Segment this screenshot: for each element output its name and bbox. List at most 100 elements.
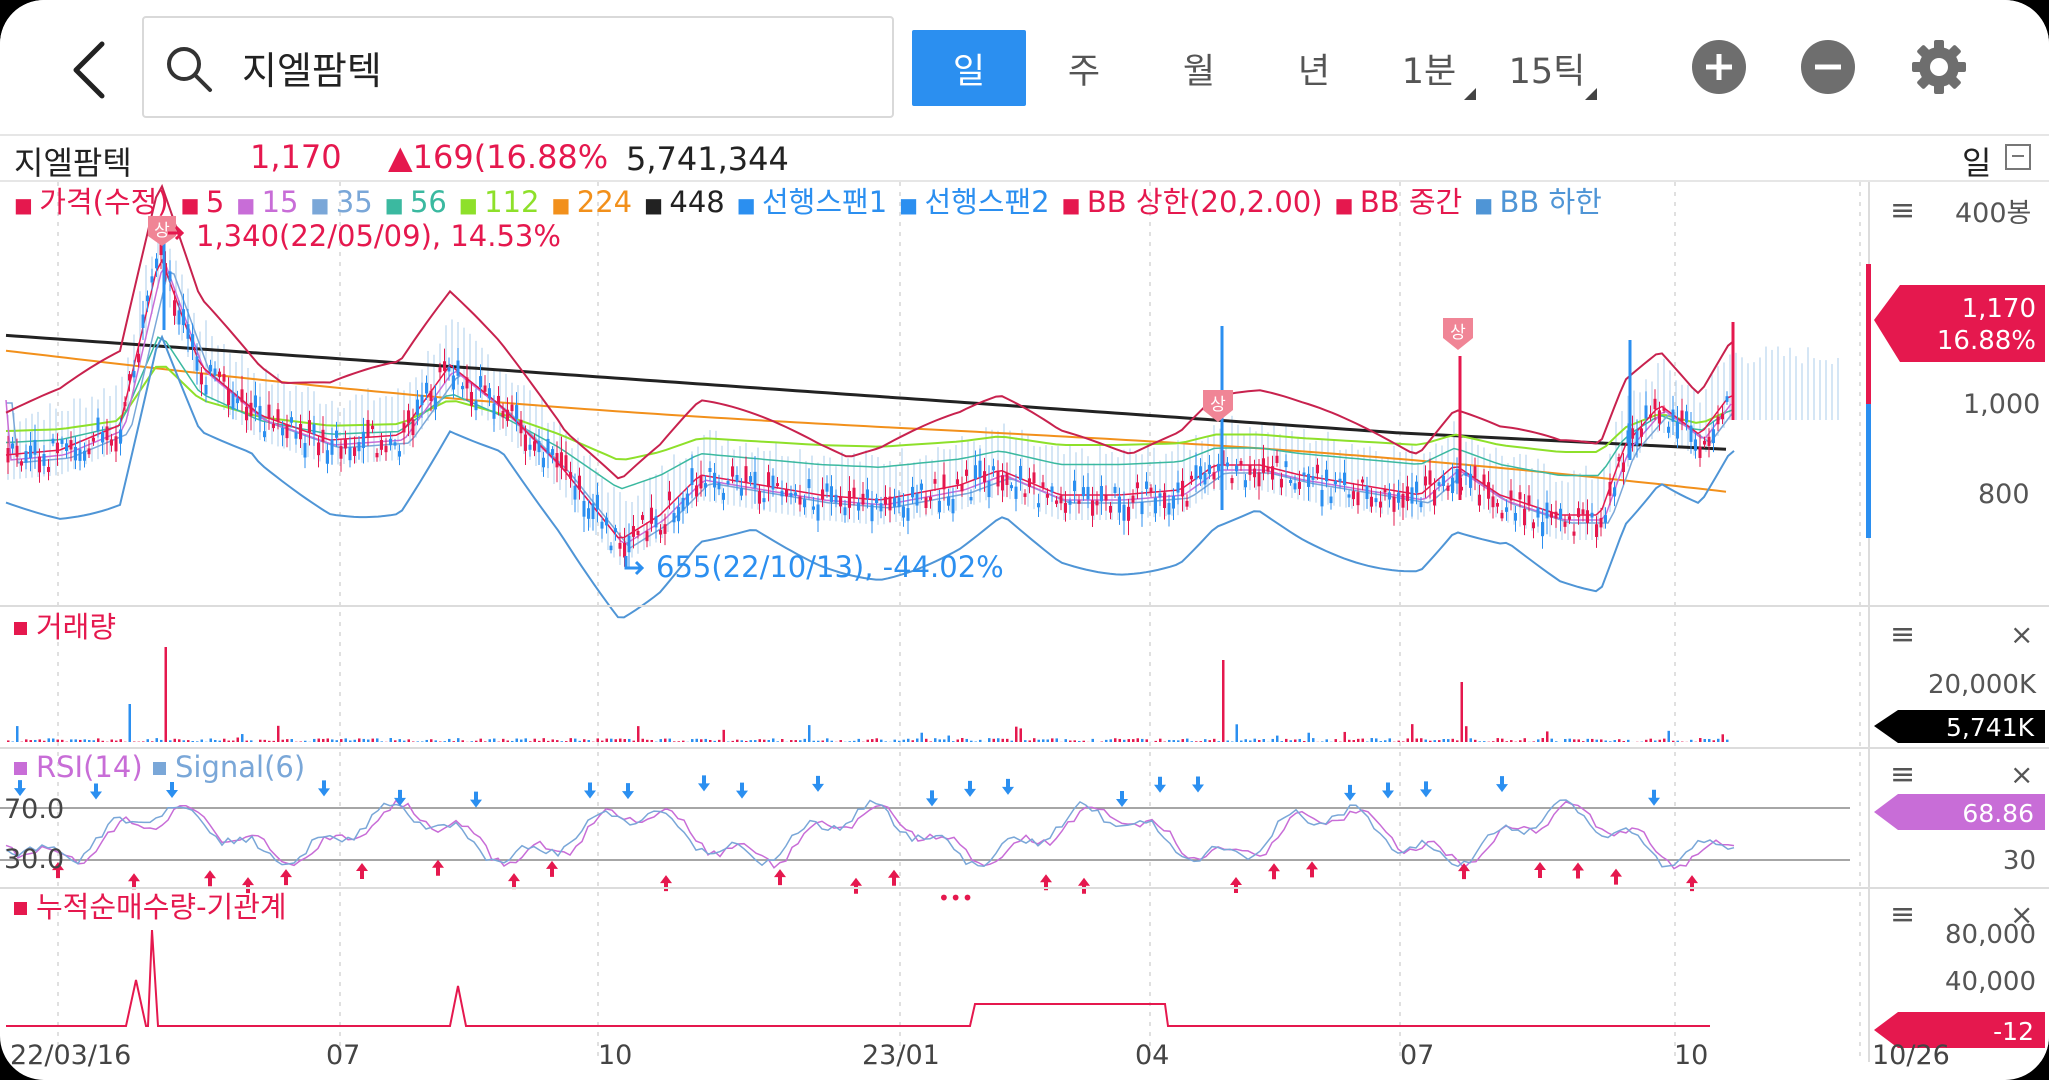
candle-body [348, 447, 352, 461]
buy-arrow-icon [52, 862, 64, 879]
expand-toggle[interactable] [2005, 144, 2031, 170]
back-arrow-icon[interactable] [66, 40, 114, 100]
volume-bar [281, 739, 284, 742]
menu-icon[interactable]: ≡ [1890, 617, 1915, 652]
sell-arrow-icon [1192, 776, 1204, 793]
tab-day[interactable]: 일 [912, 30, 1026, 106]
volume-bar [1334, 739, 1337, 742]
volume-bar [434, 740, 437, 742]
x-tick: 22/03/16 [10, 1040, 131, 1071]
candle-body [393, 442, 397, 446]
y-tick: 30 [2003, 846, 2036, 876]
volume-bar [1046, 739, 1049, 742]
volume-bar [713, 740, 716, 742]
candle-body [1478, 494, 1481, 506]
volume-bar [1609, 741, 1612, 742]
candle-body [1212, 472, 1216, 480]
volume-bar [272, 740, 275, 742]
volume-bar [1127, 739, 1130, 742]
candle-body [47, 467, 50, 473]
candle-body [281, 427, 284, 436]
volume-bar [1424, 739, 1427, 742]
candle-body [1388, 492, 1391, 500]
close-icon[interactable]: × [2010, 758, 2033, 791]
volume-bar [452, 741, 455, 742]
tab-year[interactable]: 년 [1297, 51, 1331, 92]
volume-bar [1190, 741, 1193, 742]
zoom-in-icon[interactable] [1692, 40, 1746, 94]
search-input[interactable] [240, 30, 864, 104]
search-box[interactable] [142, 16, 894, 118]
candle-body [1347, 494, 1351, 498]
volume-bar [1091, 738, 1094, 742]
volume-bar [1109, 739, 1112, 742]
tab-week[interactable]: 주 [1067, 51, 1101, 92]
candle-body [1077, 500, 1081, 504]
volume-bar [920, 732, 923, 742]
candle-body [240, 389, 244, 403]
volume-bar [821, 740, 824, 742]
stock-name: 지엘팜텍 [14, 144, 132, 182]
candle-body [978, 460, 982, 478]
candle-body [1293, 483, 1297, 490]
volume-bar [412, 741, 415, 742]
candle-body [825, 483, 829, 492]
x-tick: 10/26 [1872, 1040, 1950, 1071]
sell-arrow-icon [584, 782, 596, 799]
menu-icon[interactable]: ≡ [1890, 757, 1915, 792]
menu-icon[interactable]: ≡ [1890, 897, 1915, 932]
candle-body [704, 483, 707, 488]
candle-body [1064, 502, 1067, 513]
close-icon[interactable]: × [2010, 618, 2033, 651]
tab-15tick[interactable]: 15틱 [1487, 30, 1607, 106]
volume-bar [1145, 739, 1148, 742]
candle-body [56, 442, 59, 454]
candle-body [1334, 480, 1337, 485]
volume-bar [389, 738, 392, 742]
ma-15-line [5, 263, 1732, 545]
volume-bar [484, 741, 487, 742]
stock-chart[interactable]: ■ 가격(수정) ■ 5 ■ 15 ■ 35 ■ 56 ■ 112 ■ 224 ■ 448 ■ … [0, 182, 2049, 1080]
candle-body [686, 493, 689, 506]
volume-bar [1613, 740, 1616, 742]
volume-bar [443, 741, 446, 742]
tab-1min[interactable]: 1분 [1372, 30, 1486, 106]
candle-body [1329, 496, 1333, 504]
rsi-line [5, 799, 1735, 870]
volume-bar [1690, 739, 1693, 742]
volume-bar [929, 741, 932, 742]
legend-item: 선행스팬1 [762, 185, 887, 219]
candle-body [479, 376, 482, 388]
volume-bar [380, 741, 383, 742]
candle-body [227, 388, 230, 406]
price-legend: ■ 가격(수정) ■ 5 ■ 15 ■ 35 ■ 56 ■ 112 ■ 224 ■ 448 ■ … [14, 185, 1602, 219]
candle-body [569, 472, 572, 479]
gear-icon[interactable] [1910, 38, 1968, 96]
close-icon[interactable]: × [2010, 898, 2033, 931]
volume-bar [646, 739, 649, 742]
candle-body [29, 445, 32, 459]
candle-body [1523, 508, 1526, 526]
candle-body [33, 439, 37, 455]
rsi-level-70: 70.0 [4, 794, 64, 825]
candle-body [6, 448, 10, 463]
current-price-tag-price: 1,170 [1962, 294, 2036, 324]
candle-body [308, 420, 311, 433]
candle-body [1275, 455, 1279, 464]
volume-bar [263, 739, 266, 742]
volume-bars [7, 647, 1729, 742]
volume-bar [146, 739, 149, 742]
tab-month[interactable]: 월 [1182, 51, 1216, 92]
candle-body [519, 419, 523, 434]
y-tick: 1,000 [1963, 389, 2040, 420]
candle-body [1289, 479, 1292, 484]
zoom-out-icon[interactable] [1801, 40, 1855, 94]
volume-bar [1361, 738, 1364, 742]
more-icon[interactable]: ••• [938, 886, 973, 910]
candle-body [1127, 506, 1130, 521]
volume-bar [1312, 738, 1315, 742]
candle-body [1361, 479, 1364, 483]
menu-icon[interactable]: ≡ [1890, 193, 1915, 228]
rsi-line [5, 799, 1735, 868]
candle-body [1559, 508, 1562, 519]
